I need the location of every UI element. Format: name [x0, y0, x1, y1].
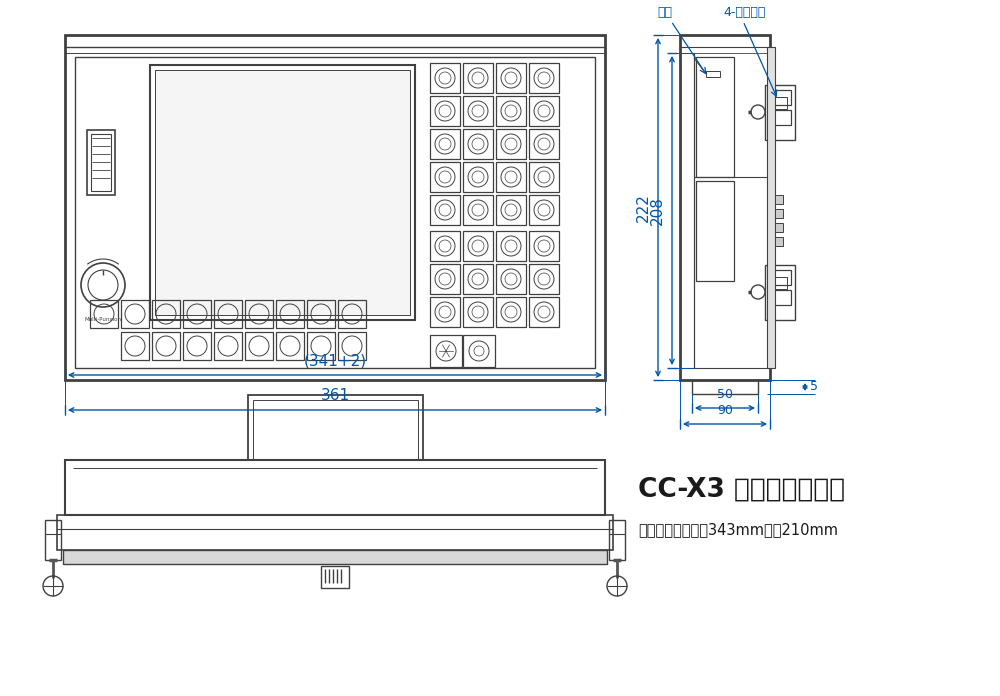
Bar	[496, 96, 526, 126]
Bar	[696, 181, 734, 281]
Bar	[430, 231, 460, 261]
Bar	[276, 300, 304, 328]
Bar	[773, 290, 791, 305]
Bar	[496, 297, 526, 327]
Text: 361: 361	[320, 388, 350, 403]
Bar	[338, 300, 366, 328]
Bar	[57, 515, 613, 550]
Bar	[529, 195, 559, 225]
Bar	[463, 162, 493, 192]
Bar	[496, 129, 526, 159]
Bar	[773, 270, 791, 285]
Bar	[775, 237, 783, 246]
Bar	[245, 332, 273, 360]
Bar	[252, 400, 418, 460]
Bar	[430, 162, 460, 192]
Bar	[307, 332, 335, 360]
Text: (341+2): (341+2)	[303, 353, 367, 368]
Bar	[529, 129, 559, 159]
Text: 4-安装卡扣: 4-安装卡扣	[724, 6, 766, 19]
Bar	[155, 70, 410, 315]
Text: 5: 5	[810, 381, 818, 393]
Bar	[430, 96, 460, 126]
Text: 90: 90	[717, 404, 733, 417]
Bar	[463, 96, 493, 126]
Bar	[307, 300, 335, 328]
Bar	[91, 134, 111, 191]
Bar	[152, 332, 180, 360]
Bar	[529, 231, 559, 261]
Bar	[765, 265, 795, 320]
Bar	[430, 297, 460, 327]
Bar	[775, 223, 783, 232]
Bar	[463, 231, 493, 261]
Bar	[773, 97, 787, 109]
Bar	[496, 264, 526, 294]
Text: Multi-Punxion: Multi-Punxion	[84, 317, 122, 322]
Bar	[152, 300, 180, 328]
Bar	[150, 65, 415, 320]
Bar	[775, 209, 783, 218]
Bar	[680, 35, 770, 380]
Bar	[496, 231, 526, 261]
Bar	[75, 57, 595, 368]
Bar	[463, 195, 493, 225]
Bar	[90, 300, 118, 328]
Text: 208: 208	[650, 196, 665, 225]
Bar	[121, 332, 149, 360]
Text: CC-X3 切割机数控系统: CC-X3 切割机数控系统	[638, 477, 845, 503]
Bar	[496, 162, 526, 192]
Bar	[430, 264, 460, 294]
Bar	[87, 130, 115, 195]
Bar	[529, 63, 559, 93]
Bar	[463, 264, 493, 294]
Bar	[529, 297, 559, 327]
Bar	[214, 300, 242, 328]
Bar	[430, 63, 460, 93]
Bar	[463, 297, 493, 327]
Bar	[183, 332, 211, 360]
Bar	[430, 195, 460, 225]
Text: 电源: 电源	[658, 6, 672, 19]
Bar	[765, 85, 795, 140]
Bar	[773, 90, 791, 105]
Bar	[496, 63, 526, 93]
Bar	[767, 47, 775, 368]
Bar	[65, 460, 605, 515]
Bar	[706, 71, 720, 77]
Bar	[338, 332, 366, 360]
Bar	[183, 300, 211, 328]
Bar	[692, 380, 758, 394]
Bar	[773, 277, 787, 289]
Bar	[773, 110, 791, 125]
Bar	[463, 129, 493, 159]
Bar	[63, 550, 607, 564]
Bar	[248, 395, 422, 460]
Bar	[276, 332, 304, 360]
Bar	[430, 335, 462, 367]
Bar	[529, 96, 559, 126]
Text: 222: 222	[636, 193, 651, 222]
Bar	[245, 300, 273, 328]
Bar	[430, 129, 460, 159]
Bar	[609, 520, 625, 560]
Bar	[65, 35, 605, 380]
Bar	[121, 300, 149, 328]
Text: 50: 50	[717, 388, 733, 401]
Bar	[321, 566, 349, 588]
Bar	[696, 57, 734, 177]
Bar	[529, 162, 559, 192]
Bar	[463, 63, 493, 93]
Bar	[496, 195, 526, 225]
Bar	[45, 520, 61, 560]
Bar	[529, 264, 559, 294]
Text: 机笩开孔尺寸：宽343mm，高210mm: 机笩开孔尺寸：宽343mm，高210mm	[638, 523, 838, 537]
Bar	[775, 195, 783, 204]
Bar	[214, 332, 242, 360]
Bar	[463, 335, 495, 367]
